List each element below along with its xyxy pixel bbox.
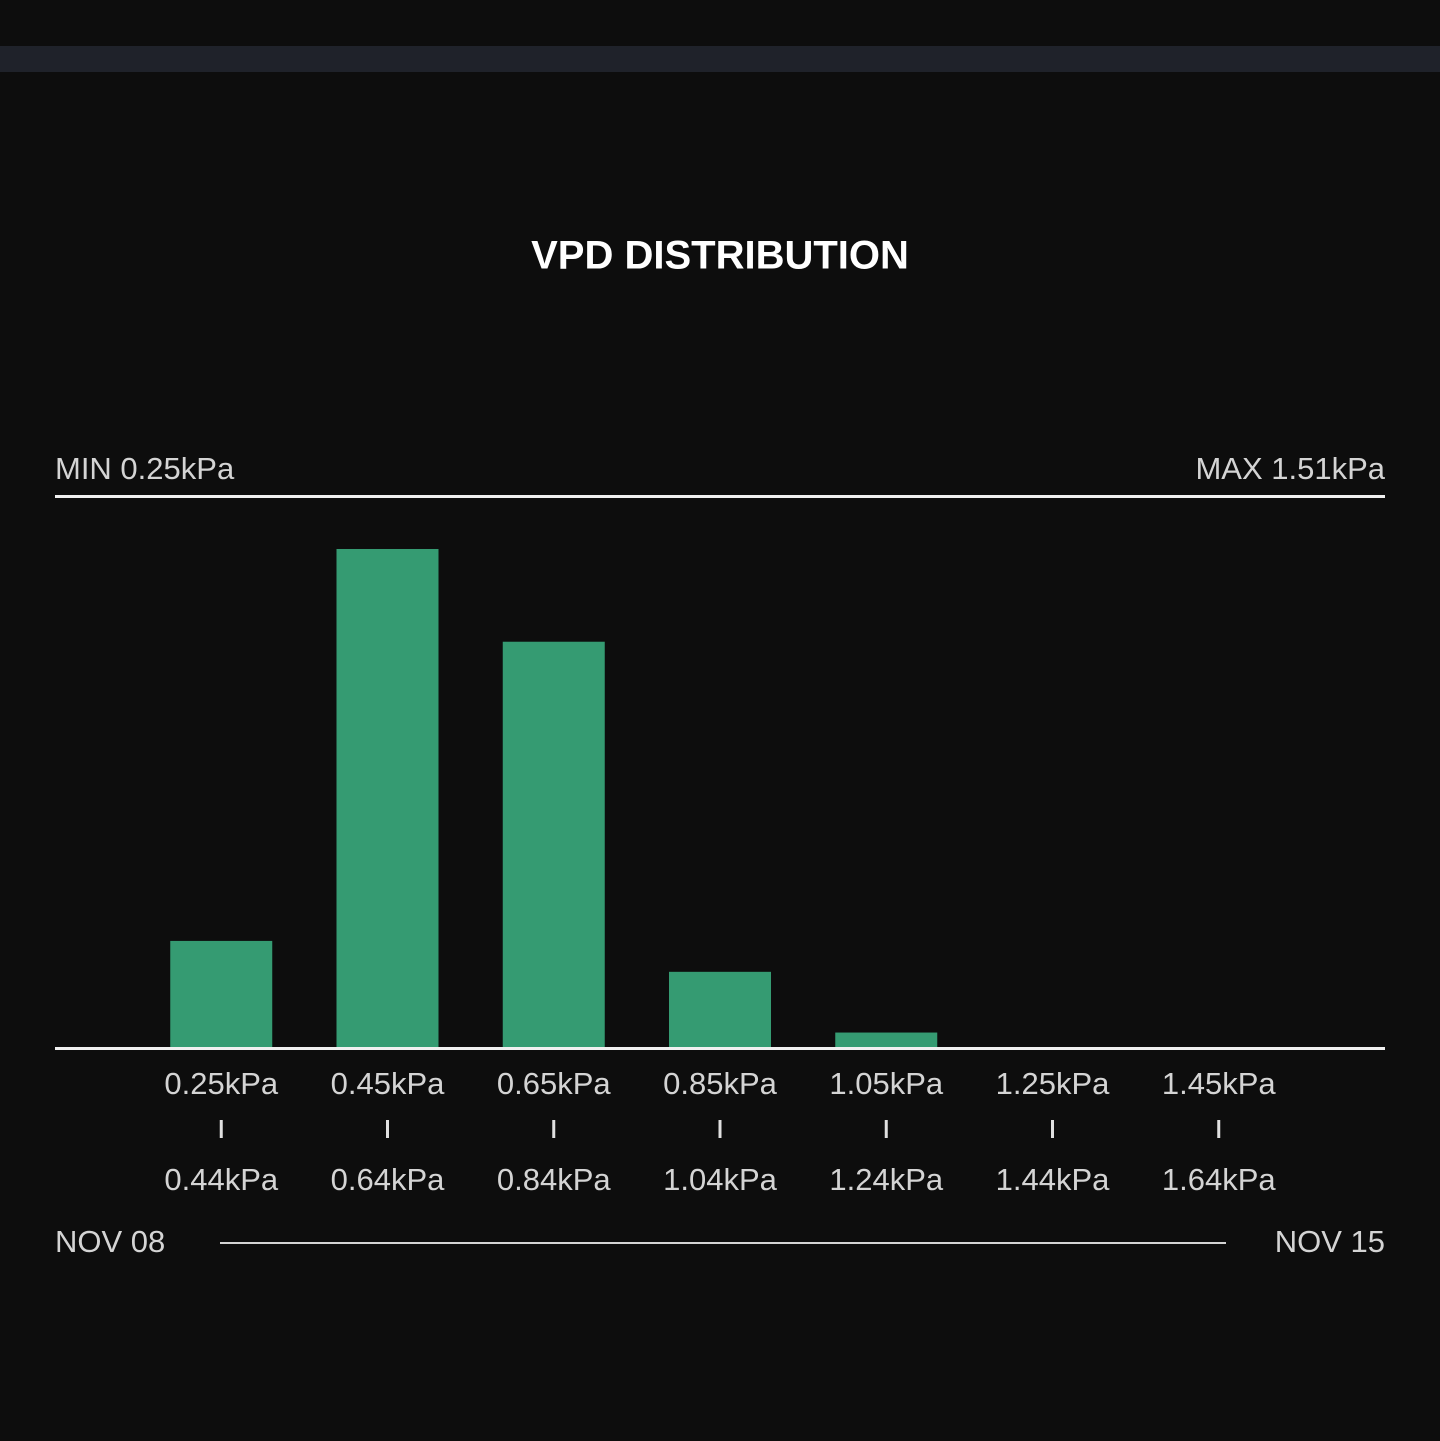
bin-separator <box>386 1120 389 1138</box>
bar <box>669 971 771 1048</box>
bin-end-label: 0.44kPa <box>164 1162 279 1197</box>
max-label: MAX 1.51kPa <box>1195 451 1385 486</box>
top-bar <box>0 46 1440 72</box>
bin-start-label: 0.85kPa <box>663 1066 778 1101</box>
bin-end-label: 1.04kPa <box>663 1162 778 1197</box>
bin-separator <box>884 1120 888 1138</box>
bin-start-label: 1.05kPa <box>829 1066 944 1101</box>
bin-start-label: 0.45kPa <box>331 1066 446 1101</box>
bin-end-label: 1.44kPa <box>996 1162 1111 1197</box>
bar <box>502 641 605 1048</box>
bin-separator <box>552 1120 556 1138</box>
bar <box>336 548 439 1048</box>
bin-end-label: 1.64kPa <box>1162 1162 1277 1197</box>
bin-start-label: 1.45kPa <box>1162 1066 1277 1101</box>
bin-start-label: 0.25kPa <box>164 1066 279 1101</box>
date-start: NOV 08 <box>55 1224 165 1259</box>
bin-separator <box>1217 1120 1221 1138</box>
bin-end-label: 1.24kPa <box>829 1162 944 1197</box>
bar <box>835 1032 938 1048</box>
bin-separator <box>219 1120 223 1138</box>
bin-end-label: 0.84kPa <box>497 1162 612 1197</box>
bin-end-label: 0.64kPa <box>331 1162 446 1197</box>
bin-start-label: 0.65kPa <box>497 1066 612 1101</box>
bar <box>170 940 273 1048</box>
bin-separator <box>1051 1120 1054 1138</box>
bin-start-label: 1.25kPa <box>996 1066 1111 1101</box>
min-label: MIN 0.25kPa <box>55 451 235 486</box>
date-end: NOV 15 <box>1275 1224 1385 1259</box>
bin-separator <box>718 1120 722 1138</box>
chart-title: VPD DISTRIBUTION <box>531 234 909 278</box>
